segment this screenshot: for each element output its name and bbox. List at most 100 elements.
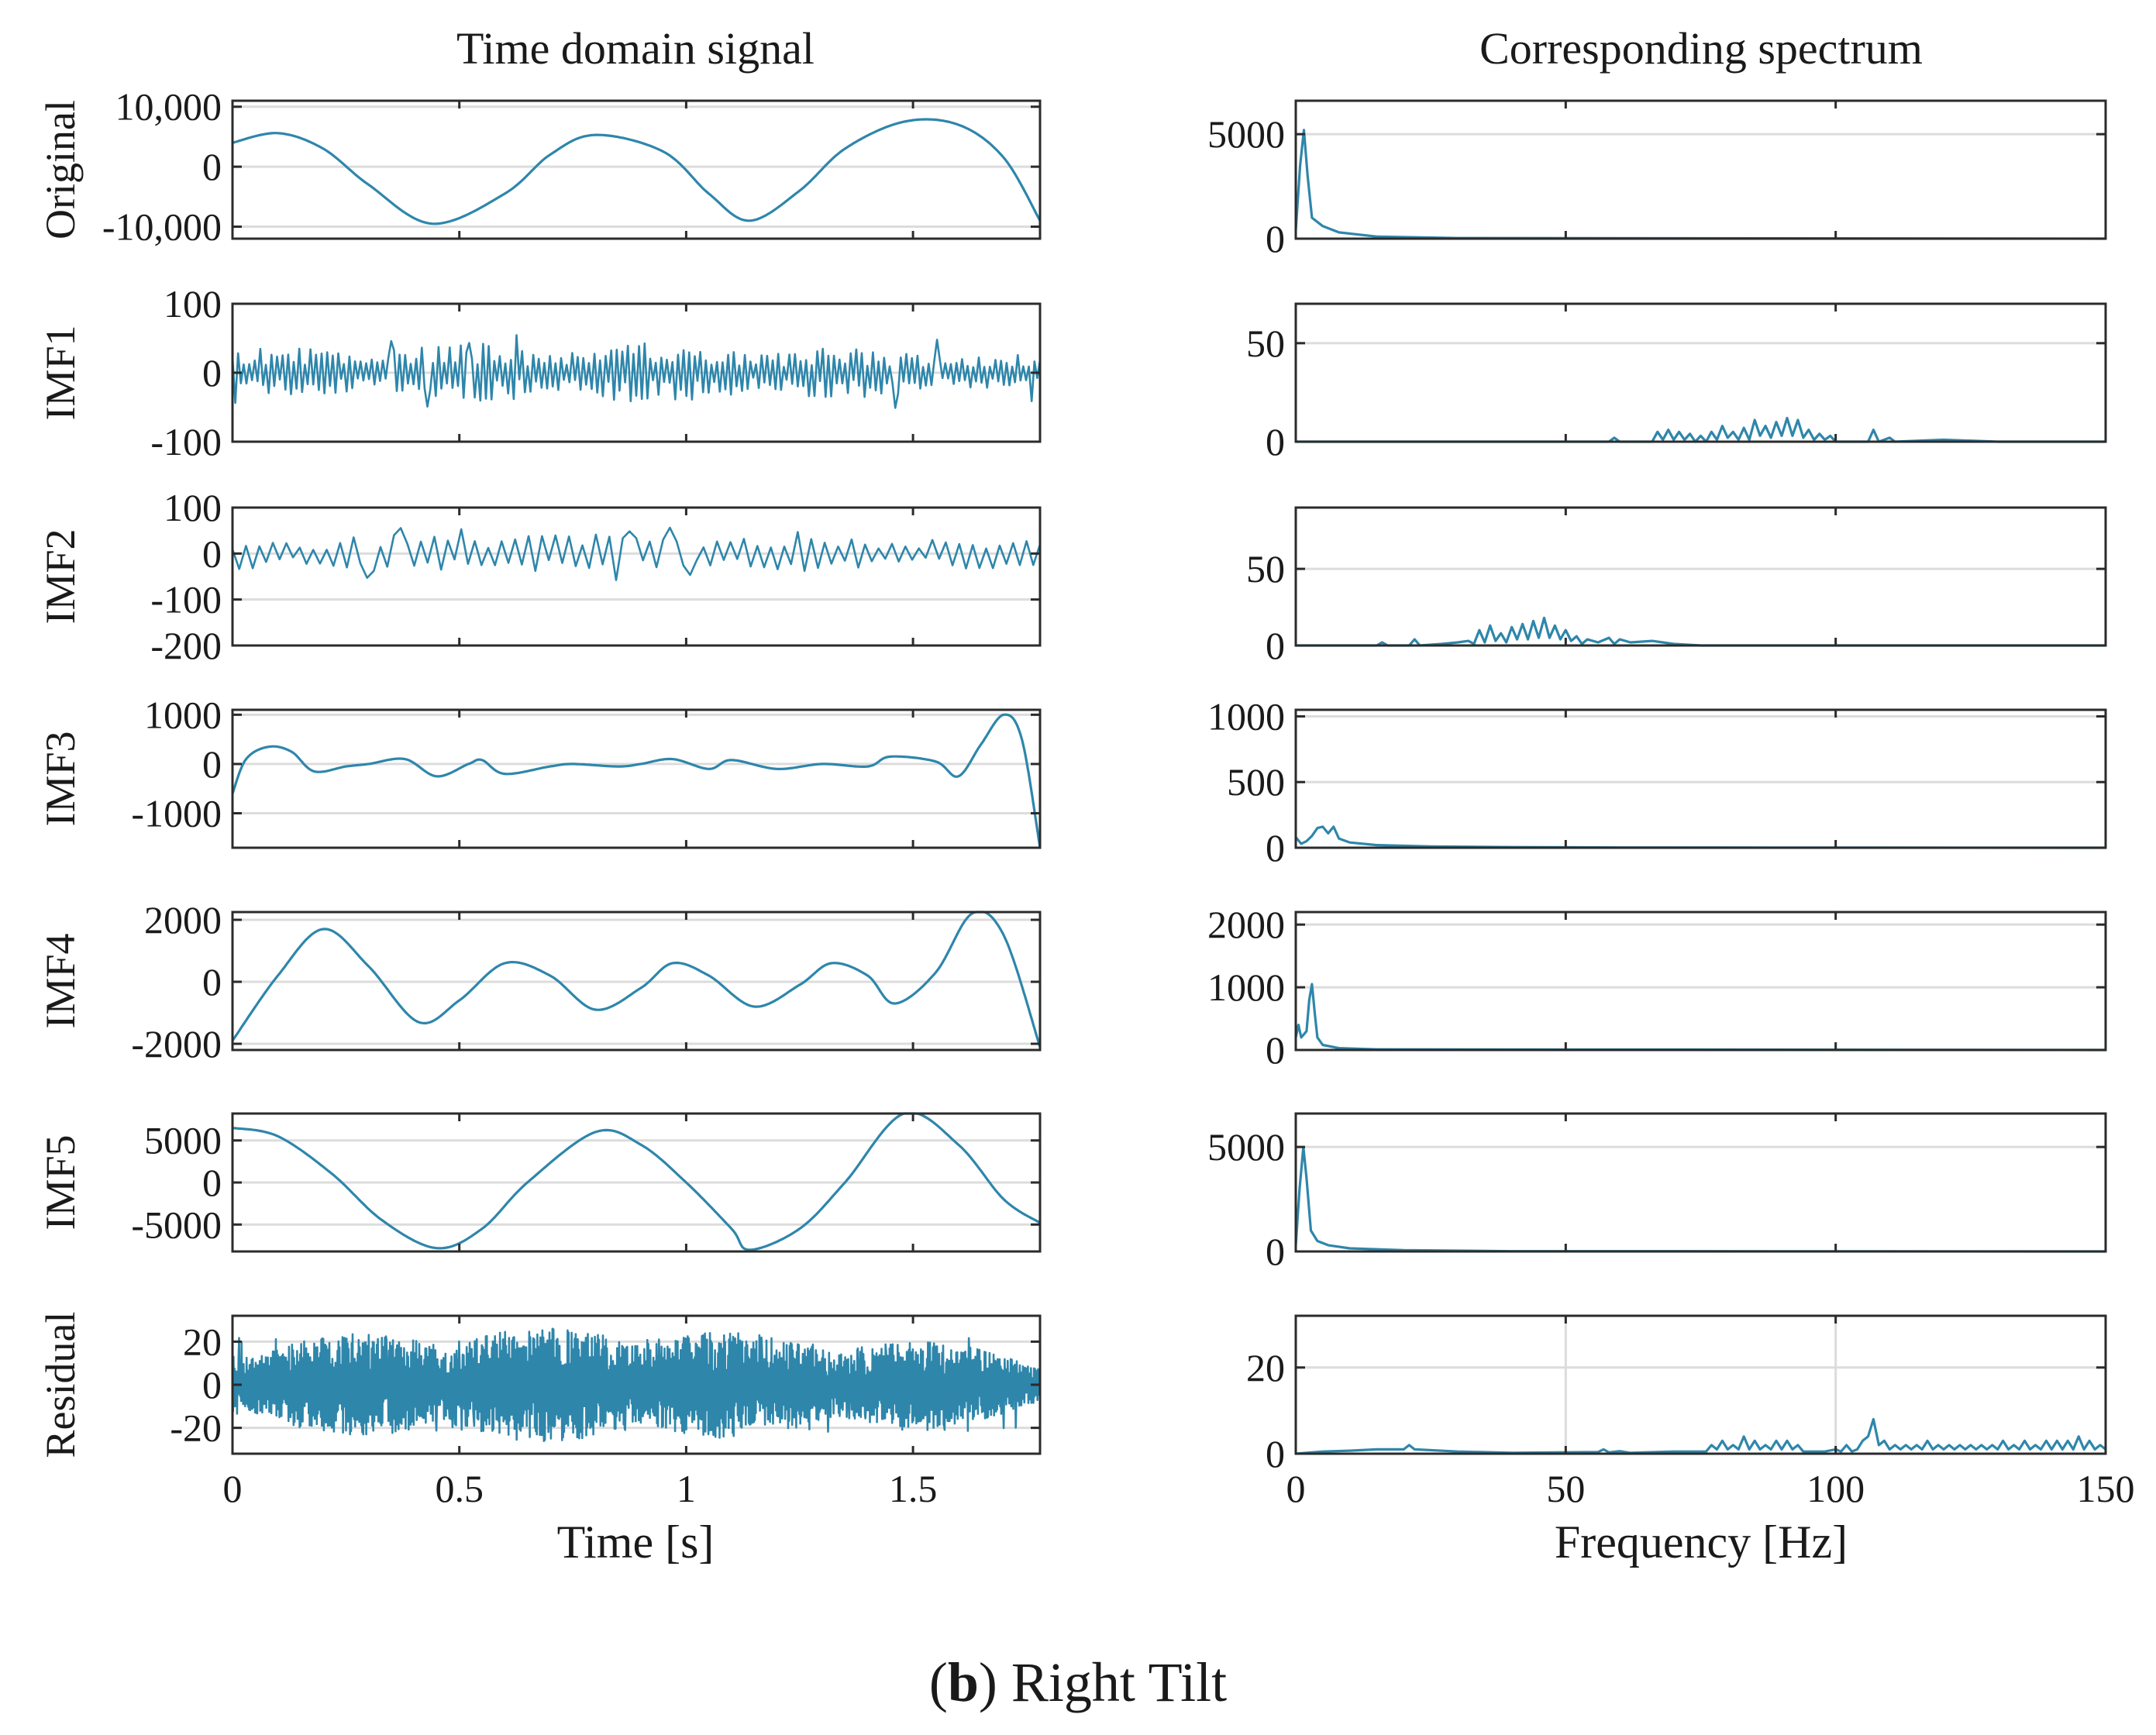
plot-frame	[1294, 1314, 2107, 1455]
plot-frame	[231, 708, 1042, 849]
x-tick-label: 100	[1806, 1467, 1865, 1510]
row-label-imf4: IMF4	[37, 933, 84, 1028]
time-panel-imf3: 1000 0 -1000	[131, 693, 1042, 849]
time-column-title: Time domain signal	[456, 23, 815, 74]
x-tick-label: 0.5	[435, 1467, 484, 1510]
y-tick-label: -2000	[131, 1022, 222, 1065]
y-tick-label: 0	[202, 532, 222, 575]
spectrum-column-title: Corresponding spectrum	[1479, 23, 1923, 74]
time-panel-imf4: 2000 0 -2000	[131, 898, 1042, 1065]
panel-grid: Original 10,0000-10,00050000IMF11000-1005…	[37, 85, 2135, 1510]
spectrum-panel-residual: 20 00 50 100 150	[1246, 1314, 2135, 1510]
caption-letter: b	[948, 1651, 979, 1713]
y-tick-label: 0	[1266, 826, 1285, 869]
y-tick-label: 500	[1227, 760, 1285, 804]
time-series-line-residual	[231, 1327, 1042, 1442]
x-tick-label: 1.5	[889, 1467, 938, 1510]
spectrum-series-line-original	[1294, 129, 2106, 240]
row-label-imf1: IMF1	[37, 325, 84, 420]
time-panel-imf1: 100 0 -100	[150, 282, 1042, 463]
caption-text: ) Right Tilt	[979, 1651, 1227, 1713]
y-tick-label: -5000	[131, 1203, 222, 1246]
y-tick-label: 0	[202, 351, 222, 394]
y-tick-label: 0	[1266, 420, 1285, 463]
plot-frame	[1294, 506, 2107, 647]
caption-open: (	[929, 1651, 948, 1713]
spectrum-panel-imf3: 1000 500 0	[1207, 694, 2107, 869]
spectrum-series-line-imf5	[1294, 1145, 2106, 1253]
row-label-original: Original	[37, 100, 84, 239]
y-tick-label: 0	[202, 960, 222, 1003]
row-label-imf2: IMF2	[37, 528, 84, 624]
y-tick-label: 1000	[144, 693, 222, 736]
y-tick-label: 10,000	[115, 85, 222, 129]
time-panel-residual: 200-200 0.5 1 1.5	[170, 1314, 1042, 1510]
y-tick-label: 0	[1266, 624, 1285, 667]
time-axis-label: Time [s]	[557, 1516, 715, 1568]
x-tick-label: 50	[1546, 1467, 1585, 1510]
x-tick-label: 150	[2077, 1467, 2135, 1510]
y-tick-label: 0	[202, 145, 222, 188]
time-panel-original: 10,000 0 -10,000	[102, 85, 1042, 249]
spectrum-panel-imf5: 5000 0	[1207, 1112, 2107, 1273]
y-tick-label: -200	[150, 624, 222, 667]
y-tick-label: 0	[1266, 1230, 1285, 1273]
y-tick-label: 1000	[1207, 694, 1285, 738]
plot-frame	[1294, 911, 2107, 1052]
time-series-line-imf2	[231, 526, 1042, 581]
y-tick-label: 5000	[1207, 1125, 1285, 1169]
y-tick-label: 20	[1246, 1346, 1285, 1389]
row-label-residual: Residual	[37, 1312, 84, 1458]
y-tick-label: 0	[1266, 1028, 1285, 1072]
spectrum-panel-imf2: 50 0	[1246, 506, 2107, 667]
y-tick-label: 50	[1246, 322, 1285, 365]
y-tick-label: 1000	[1207, 966, 1285, 1009]
y-tick-label: 5000	[1207, 112, 1285, 156]
y-tick-label: 2000	[144, 898, 222, 942]
y-tick-label: 100	[164, 282, 222, 325]
y-tick-label: 20	[183, 1320, 222, 1363]
y-tick-label: -100	[150, 420, 222, 463]
x-tick-label: 0	[223, 1467, 243, 1510]
y-tick-label: 0	[1266, 217, 1285, 260]
y-tick-label: -20	[170, 1406, 222, 1450]
y-tick-label: -10,000	[102, 205, 222, 249]
plot-frame	[1294, 302, 2107, 443]
y-tick-label: 0	[202, 742, 222, 786]
spectrum-panel-imf1: 50 0	[1246, 302, 2107, 463]
plot-frame	[231, 99, 1042, 240]
time-series-line-imf4	[231, 911, 1042, 1048]
y-tick-label: 0	[202, 1363, 222, 1406]
row-label-imf3: IMF3	[37, 731, 84, 826]
spectrum-panel-original: 5000 0	[1207, 99, 2107, 260]
plot-frame	[1294, 1112, 2107, 1253]
plot-frame	[231, 506, 1042, 647]
y-tick-label: -100	[150, 578, 222, 621]
frequency-axis-label: Frequency [Hz]	[1555, 1516, 1848, 1568]
spectrum-series-line-imf2	[1296, 616, 2106, 647]
spectrum-panel-imf4: 2000 1000 0	[1207, 903, 2107, 1072]
y-tick-label: -1000	[131, 792, 222, 835]
y-tick-label: 0	[202, 1161, 222, 1204]
figure-caption: (b) Right Tilt	[929, 1651, 1227, 1713]
plot-frame	[1294, 99, 2107, 240]
y-tick-label: 2000	[1207, 903, 1285, 946]
time-series-line-imf3	[231, 713, 1042, 849]
time-series-line-imf1	[231, 334, 1042, 409]
y-tick-label: 0	[1266, 1432, 1285, 1475]
x-tick-label: 0	[1286, 1467, 1306, 1510]
y-tick-label: 100	[164, 486, 222, 529]
y-tick-label: 50	[1246, 547, 1285, 590]
spectrum-series-line-imf3	[1294, 825, 2106, 849]
spectrum-series-line-residual	[1295, 1417, 2106, 1455]
y-tick-label: 5000	[144, 1119, 222, 1162]
row-label-imf5: IMF5	[37, 1134, 84, 1230]
spectrum-series-line-imf1	[1296, 416, 2106, 443]
time-panel-imf2: 1000-100-200	[150, 486, 1042, 667]
plot-frame	[1294, 708, 2107, 849]
spectrum-series-line-imf4	[1294, 983, 2106, 1052]
x-tick-label: 1	[677, 1467, 696, 1510]
time-series-line-original	[232, 118, 1042, 225]
